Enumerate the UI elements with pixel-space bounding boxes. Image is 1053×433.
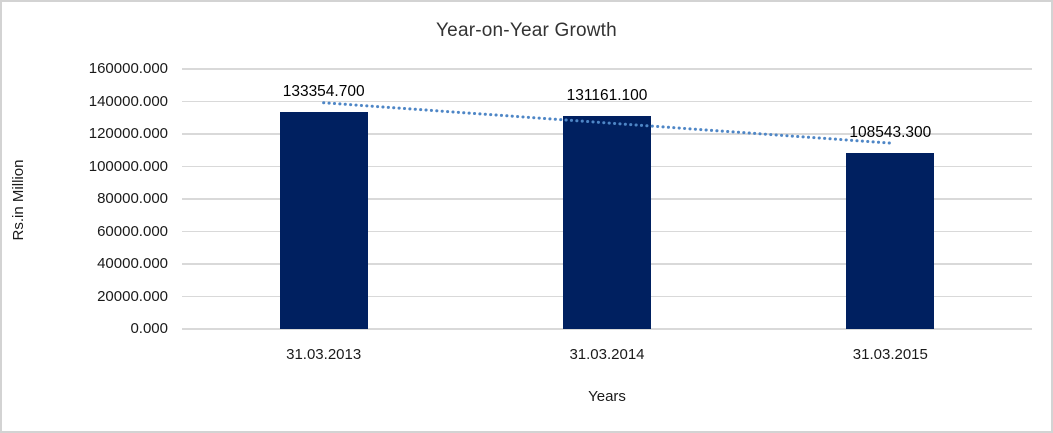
chart-title: Year-on-Year Growth <box>436 20 617 41</box>
y-tick-label: 0.000 <box>130 320 168 337</box>
bar <box>846 152 935 329</box>
y-tick-label: 160000.000 <box>88 60 168 77</box>
y-tick-label: 60000.000 <box>97 222 168 240</box>
gridline <box>182 328 1032 330</box>
y-tick-label: 20000.000 <box>97 287 168 305</box>
y-tick-label: 120000.000 <box>88 125 168 142</box>
x-category-label: 31.03.2015 <box>852 346 928 363</box>
x-category-label: 31.03.2014 <box>569 346 645 363</box>
gridline <box>182 68 1032 70</box>
bar <box>279 112 368 329</box>
bar-data-label: 133354.700 <box>282 83 365 101</box>
y-tick-label: 80000.000 <box>97 190 168 207</box>
x-axis-title: Years <box>588 388 626 405</box>
x-category-label: 31.03.2013 <box>286 346 362 363</box>
bar-data-label: 131161.100 <box>566 86 648 104</box>
y-tick-label: 100000.000 <box>88 157 168 175</box>
y-tick-label: 40000.000 <box>97 255 168 272</box>
bar <box>563 115 651 329</box>
bar-data-label: 108543.300 <box>849 123 932 141</box>
y-tick-label: 140000.000 <box>88 92 168 110</box>
